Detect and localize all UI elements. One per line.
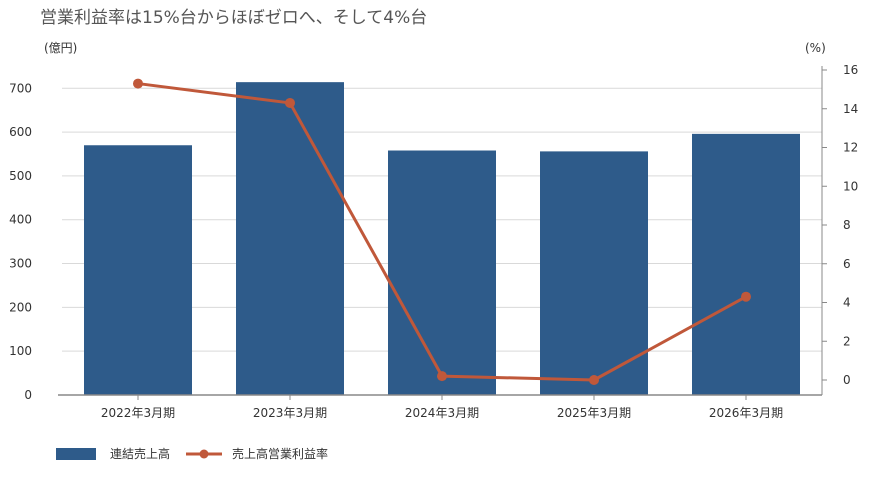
- left-tick-label: 300: [9, 257, 32, 271]
- right-tick-label: 12: [843, 141, 858, 155]
- x-tick-label: 2024年3月期: [405, 406, 479, 420]
- bar: [84, 145, 192, 395]
- line-point: [133, 78, 143, 89]
- right-tick-label: 4: [843, 296, 851, 310]
- right-tick-label: 14: [843, 102, 858, 116]
- line-point: [437, 371, 447, 382]
- right-axis-ticks: 0 2 4 6 8 10 12 14 16: [821, 63, 858, 395]
- right-tick-label: 10: [843, 179, 858, 193]
- x-tick-label: 2025年3月期: [557, 406, 631, 420]
- bar: [236, 82, 344, 395]
- left-tick-label: 0: [24, 388, 32, 402]
- line-point: [589, 375, 599, 385]
- x-tick-label: 2023年3月期: [253, 406, 327, 420]
- bar-series: [84, 82, 800, 395]
- legend-label-line: 売上高営業利益率: [232, 446, 328, 461]
- left-tick-label: 100: [9, 344, 32, 358]
- right-axis-unit: (%): [805, 41, 826, 55]
- chart-title: 営業利益率は15%台からほぼゼロへ、そして4%台: [40, 8, 427, 28]
- legend-swatch-marker: [199, 449, 209, 459]
- left-tick-label: 200: [9, 300, 32, 314]
- left-tick-label: 400: [9, 213, 32, 227]
- legend-swatch-bar: [56, 448, 96, 460]
- line-point: [741, 291, 751, 302]
- right-tick-label: 16: [843, 63, 858, 77]
- left-tick-label: 600: [9, 125, 32, 139]
- bar: [540, 151, 648, 395]
- x-axis-ticks: 2022年3月期 2023年3月期 2024年3月期 2025年3月期 2026年3月期: [58, 394, 822, 420]
- left-tick-label: 700: [9, 81, 32, 95]
- bar: [388, 150, 496, 395]
- line-series: [133, 78, 751, 385]
- x-tick-label: 2026年3月期: [709, 406, 783, 420]
- right-tick-label: 6: [843, 257, 851, 271]
- bar: [692, 133, 800, 395]
- left-axis-unit: (億円): [44, 41, 77, 55]
- left-axis-ticks: 0 100 200 300 400 500 600 700: [9, 81, 32, 402]
- left-tick-label: 500: [9, 169, 32, 183]
- line-point: [285, 97, 295, 108]
- legend-label-bar: 連結売上高: [110, 446, 170, 461]
- legend: 連結売上高 売上高営業利益率: [56, 446, 328, 461]
- x-tick-label: 2022年3月期: [101, 406, 175, 420]
- right-tick-label: 0: [843, 373, 851, 387]
- right-tick-label: 2: [843, 334, 851, 348]
- right-tick-label: 8: [843, 218, 851, 232]
